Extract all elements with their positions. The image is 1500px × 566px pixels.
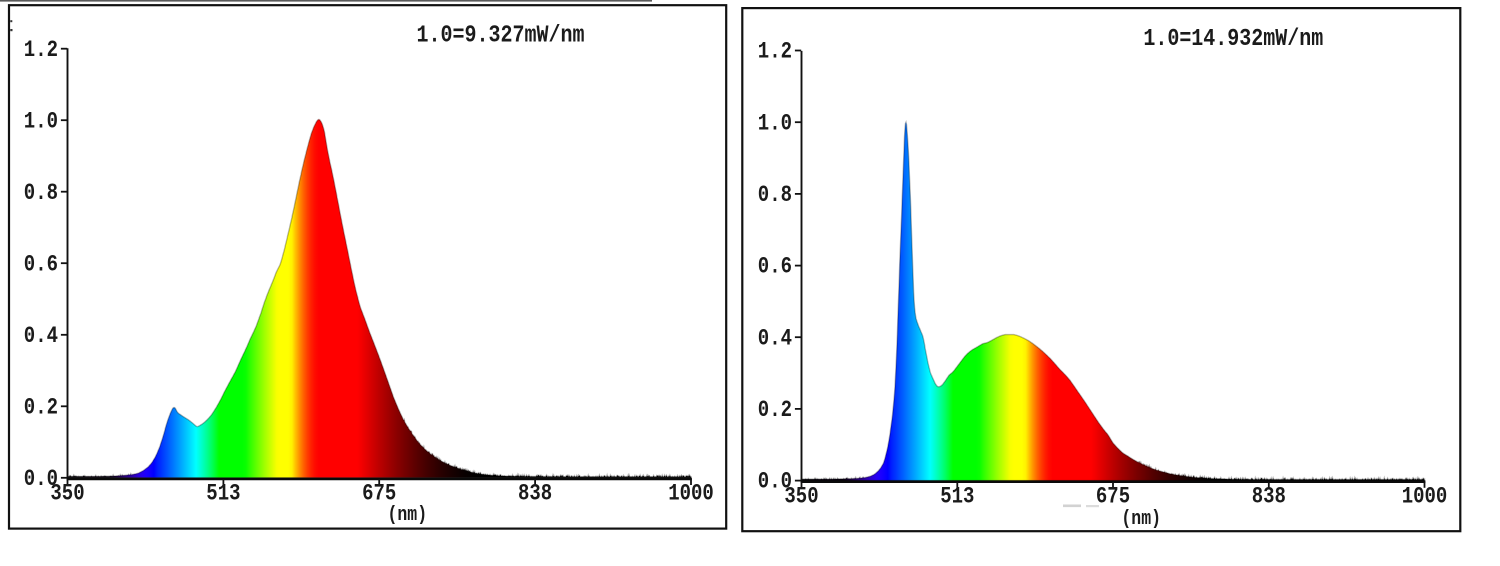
- svg-text:0.6: 0.6: [24, 252, 58, 278]
- svg-text:513: 513: [940, 484, 974, 510]
- svg-text:0.8: 0.8: [758, 182, 792, 208]
- svg-text:838: 838: [1252, 484, 1286, 510]
- svg-text:(nm): (nm): [388, 502, 428, 526]
- svg-text:0.6: 0.6: [758, 254, 792, 280]
- svg-text:675: 675: [362, 481, 396, 507]
- svg-text:1.0=14.932mW/nm: 1.0=14.932mW/nm: [1143, 24, 1323, 52]
- svg-text:0.2: 0.2: [24, 395, 58, 421]
- svg-text:350: 350: [50, 481, 84, 507]
- svg-text:0.0: 0.0: [758, 469, 792, 495]
- svg-text:1.0: 1.0: [24, 109, 58, 135]
- svg-text:1000: 1000: [668, 481, 714, 507]
- svg-text:0.4: 0.4: [24, 323, 58, 349]
- svg-text:0.0: 0.0: [24, 466, 58, 492]
- svg-text:513: 513: [206, 481, 240, 507]
- svg-text:350: 350: [784, 484, 818, 510]
- svg-text:838: 838: [518, 481, 552, 507]
- svg-text:1.2: 1.2: [758, 39, 792, 65]
- svg-text:1000: 1000: [1402, 484, 1448, 510]
- svg-text:0.8: 0.8: [24, 180, 58, 206]
- svg-text:1.0: 1.0: [758, 111, 792, 137]
- svg-text:675: 675: [1096, 484, 1130, 510]
- svg-text:0.2: 0.2: [758, 397, 792, 423]
- svg-text:0.4: 0.4: [758, 326, 792, 352]
- svg-text:1.2: 1.2: [24, 37, 58, 63]
- svg-text:1.0=9.327mW/nm: 1.0=9.327mW/nm: [417, 21, 585, 49]
- svg-text:(nm): (nm): [1121, 506, 1161, 530]
